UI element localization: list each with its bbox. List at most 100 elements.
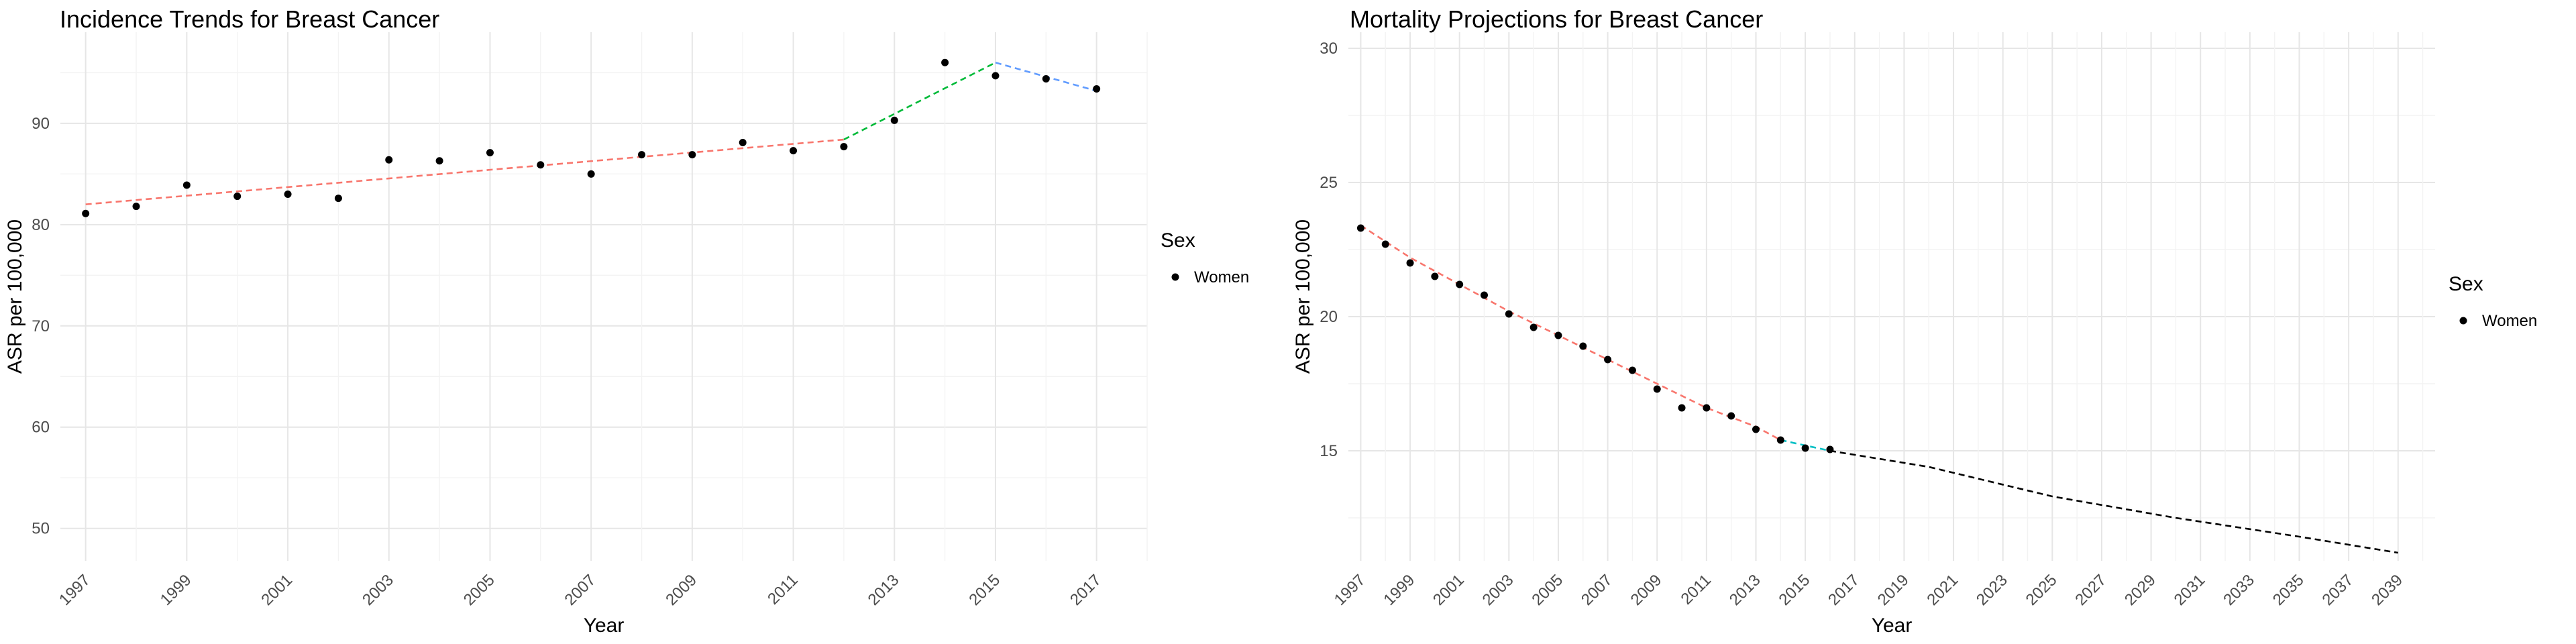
data-point: [1529, 323, 1538, 331]
data-point: [840, 143, 848, 151]
x-tick-label: 2023: [1973, 571, 2011, 609]
x-tick-label: 2009: [1627, 571, 1666, 609]
y-tick-label: 30: [1320, 40, 1338, 58]
data-point: [385, 156, 393, 164]
data-point: [1042, 74, 1050, 83]
legend-key: [2459, 317, 2467, 325]
x-tick-label: 2011: [1678, 571, 1715, 608]
x-tick-label: 2031: [2171, 571, 2209, 609]
x-tick-label: 1997: [56, 571, 94, 609]
data-point: [284, 191, 292, 199]
data-point: [1678, 404, 1686, 412]
x-tick-label: 2015: [965, 571, 1004, 609]
legend-title: Sex: [1161, 229, 1195, 252]
data-point: [1431, 272, 1439, 280]
data-point: [537, 161, 545, 169]
x-axis-title: Year: [1872, 614, 1913, 637]
y-tick-label: 70: [32, 317, 50, 335]
x-tick-label: 2017: [1825, 571, 1863, 609]
x-tick-label: 2013: [1726, 571, 1764, 609]
grid-lines: [60, 32, 1148, 561]
y-tick-label: 50: [32, 520, 50, 538]
incidence-chart: 50 60 70 80 90 1997 1999 2001 2003 2005 2007 2009 20…: [4, 32, 1249, 637]
x-axis-title: Year: [584, 614, 625, 637]
x-tick-label: 2033: [2220, 571, 2258, 609]
data-point: [941, 58, 949, 66]
x-tick-label: 2009: [662, 571, 700, 609]
x-tick-label: 1997: [1331, 571, 1369, 609]
data-point: [1776, 436, 1784, 444]
data-point: [1604, 356, 1612, 364]
trend-segment-2: [843, 62, 996, 141]
x-tick-label: 2035: [2269, 571, 2308, 609]
data-point: [1703, 404, 1711, 412]
data-point: [688, 151, 696, 159]
x-tick-label: 2015: [1776, 571, 1814, 609]
y-tick-label: 90: [32, 115, 50, 133]
x-tick-label: 2027: [2072, 571, 2110, 609]
data-point: [1456, 280, 1464, 288]
data-point: [334, 195, 342, 203]
x-tick-label: 2019: [1874, 571, 1913, 609]
trend-segment-1: [85, 138, 845, 205]
trend-segment-1: [1360, 224, 1781, 441]
x-tick-label: 2005: [1528, 571, 1566, 609]
data-point: [1505, 310, 1513, 318]
x-tick-label: 1999: [1380, 571, 1418, 609]
x-tick-label: 2001: [258, 571, 296, 609]
x-tick-label: 2003: [1479, 571, 1517, 609]
data-point: [638, 151, 646, 159]
x-tick-label: 1999: [157, 571, 195, 609]
data-point: [233, 193, 241, 201]
data-point: [1628, 366, 1636, 374]
y-tick-label: 60: [32, 419, 50, 437]
data-point: [182, 181, 191, 189]
legend-key: [1171, 273, 1179, 281]
incidence-panel: Incidence Trends for Breast Cancer 50 60 7…: [4, 5, 1249, 637]
legend-label: Women: [1194, 268, 1249, 286]
data-point: [1406, 259, 1414, 267]
data-point: [1554, 331, 1562, 339]
x-tick-label: 2011: [764, 571, 802, 608]
x-tick-label: 2039: [2368, 571, 2406, 609]
legend-title: Sex: [2449, 273, 2483, 295]
data-point: [1826, 445, 1834, 453]
x-tick-label: 2029: [2121, 571, 2159, 609]
data-point: [991, 72, 1000, 80]
data-point: [1579, 342, 1587, 350]
legend-label: Women: [2482, 312, 2537, 330]
x-tick-label: 2037: [2319, 571, 2357, 609]
data-point: [82, 209, 90, 217]
data-point: [1381, 240, 1389, 248]
data-point: [486, 149, 494, 157]
grid-lines: [1348, 32, 2435, 561]
y-axis-title: ASR per 100,000: [4, 219, 26, 374]
data-point: [890, 116, 898, 124]
y-axis-title: ASR per 100,000: [1292, 219, 1314, 374]
y-tick-label: 15: [1320, 442, 1338, 460]
y-tick-label: 20: [1320, 308, 1338, 326]
x-tick-label: 2003: [359, 571, 397, 609]
trend-segment-3: [1829, 449, 2398, 554]
data-point: [739, 139, 747, 147]
incidence-title: Incidence Trends for Breast Cancer: [60, 5, 440, 33]
x-tick-label: 2001: [1430, 571, 1468, 609]
x-tick-label: 2021: [1923, 571, 1962, 609]
x-tick-label: 2025: [2023, 571, 2061, 609]
data-point: [1727, 412, 1735, 420]
x-tick-label: 2005: [460, 571, 498, 609]
y-tick-label: 25: [1320, 174, 1338, 192]
data-point: [1653, 385, 1661, 393]
data-point: [790, 147, 798, 155]
mortality-title: Mortality Projections for Breast Cancer: [1350, 5, 1764, 33]
data-point: [435, 157, 443, 165]
data-point: [1356, 224, 1364, 232]
x-tick-label: 2017: [1067, 571, 1105, 609]
y-tick-label: 80: [32, 216, 50, 234]
data-point: [1801, 444, 1809, 452]
data-point: [587, 170, 595, 178]
data-point: [1481, 291, 1488, 299]
mortality-panel: Mortality Projections for Breast Cancer …: [1288, 0, 2576, 644]
x-tick-label: 2013: [865, 571, 903, 609]
